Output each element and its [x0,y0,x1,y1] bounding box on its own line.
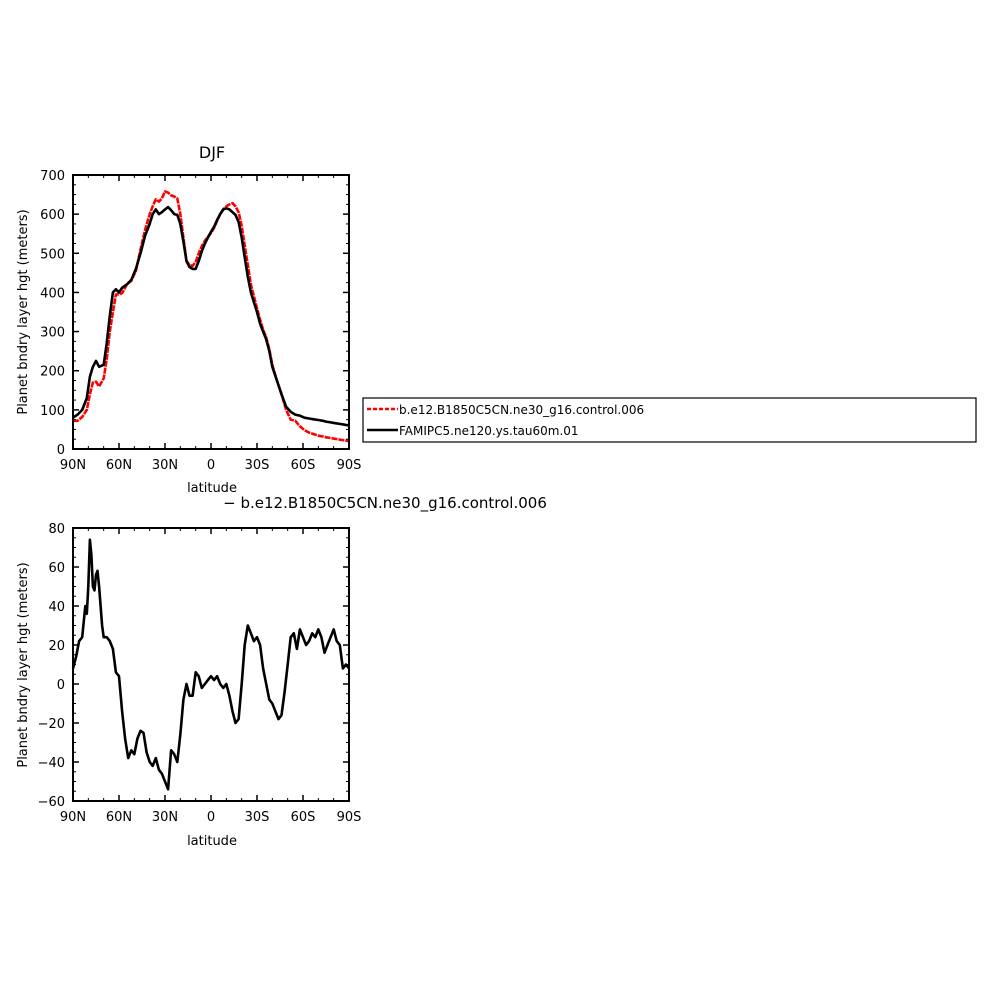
x-tick-label: 60N [106,810,132,825]
y-tick-label: 40 [48,600,65,615]
top-series-black [72,205,350,427]
x-tick-label: 60N [106,458,132,473]
y-tick-label: 500 [40,247,65,262]
y-tick-label: 80 [48,522,65,537]
bottom-series [71,538,351,791]
bottom-x-axis-label: latitude [187,834,237,849]
top-series-red [73,190,350,443]
y-tick-label: 300 [40,326,65,341]
x-tick-label: 60S [291,458,316,473]
y-tick-label: 20 [48,639,65,654]
top-y-axis-label: Planet bndry layer hgt (meters) [16,209,31,414]
y-tick-label: 60 [48,561,65,576]
x-tick-label: 90S [337,458,362,473]
x-tick-label: 90N [60,810,86,825]
y-tick-label: 200 [40,365,65,380]
y-tick-label: 0 [57,678,65,693]
y-tick-label: 600 [40,208,65,223]
y-tick-label: 0 [57,443,65,458]
bottom-x-ticks: 90N 60N 30N 0 30S 60S 90S [60,528,362,825]
y-tick-label: 100 [40,404,65,419]
x-tick-label: 30N [152,458,178,473]
bottom-y-ticks: −60 −40 −20 0 20 40 60 80 [38,522,349,810]
y-tick-label: 700 [40,169,65,184]
x-tick-label: 90S [337,810,362,825]
x-tick-label: 0 [207,458,215,473]
series-line [71,538,351,791]
series-line [73,190,350,443]
legend-black-label: FAMIPC5.ne120.ys.tau60m.01 [399,424,579,438]
legend: b.e12.B1850C5CN.ne30_g16.control.006 FAM… [362,397,977,443]
y-tick-label: −20 [38,717,65,732]
top-panel-title: DJF [199,143,225,162]
x-tick-label: 30S [245,458,270,473]
top-y-ticks: 0 100 200 300 400 500 600 700 [40,169,349,458]
x-tick-label: 60S [291,810,316,825]
bottom-y-axis-label: Planet bndry layer hgt (meters) [16,562,31,767]
x-tick-label: 30N [152,810,178,825]
x-tick-label: 90N [60,458,86,473]
bottom-panel-title: − b.e12.B1850C5CN.ne30_g16.control.006 [223,494,547,513]
legend-box [362,397,977,443]
x-tick-label: 30S [245,810,270,825]
bottom-panel: − b.e12.B1850C5CN.ne30_g16.control.006 −… [16,494,547,849]
top-x-axis-label: latitude [187,481,237,496]
y-tick-label: 400 [40,286,65,301]
series-line [72,205,350,427]
y-tick-label: −40 [38,756,65,771]
legend-red-label: b.e12.B1850C5CN.ne30_g16.control.006 [399,403,644,417]
x-tick-label: 0 [207,810,215,825]
top-x-ticks: 90N 60N 30N 0 30S 60S 90S [60,175,362,473]
y-tick-label: −60 [38,795,65,810]
top-plot-frame [72,174,350,450]
top-panel: DJF 0 100 200 300 400 500 600 700 90N 60N 30N 0 30S… [16,143,361,496]
